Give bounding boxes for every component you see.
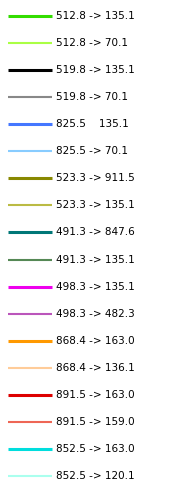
Text: 825.5    135.1: 825.5 135.1	[56, 119, 129, 129]
Text: 868.4 -> 163.0: 868.4 -> 163.0	[56, 336, 135, 346]
Text: 891.5 -> 163.0: 891.5 -> 163.0	[56, 390, 135, 400]
Text: 491.3 -> 847.6: 491.3 -> 847.6	[56, 227, 135, 238]
Text: 852.5 -> 120.1: 852.5 -> 120.1	[56, 471, 135, 481]
Text: 519.8 -> 135.1: 519.8 -> 135.1	[56, 65, 135, 75]
Text: 498.3 -> 135.1: 498.3 -> 135.1	[56, 281, 135, 292]
Text: 868.4 -> 136.1: 868.4 -> 136.1	[56, 363, 135, 373]
Text: 512.8 -> 135.1: 512.8 -> 135.1	[56, 11, 135, 21]
Text: 523.3 -> 911.5: 523.3 -> 911.5	[56, 174, 135, 183]
Text: 512.8 -> 70.1: 512.8 -> 70.1	[56, 38, 128, 48]
Text: 891.5 -> 159.0: 891.5 -> 159.0	[56, 417, 135, 427]
Text: 825.5 -> 70.1: 825.5 -> 70.1	[56, 146, 128, 156]
Text: 498.3 -> 482.3: 498.3 -> 482.3	[56, 309, 135, 319]
Text: 523.3 -> 135.1: 523.3 -> 135.1	[56, 200, 135, 210]
Text: 852.5 -> 163.0: 852.5 -> 163.0	[56, 444, 135, 454]
Text: 519.8 -> 70.1: 519.8 -> 70.1	[56, 92, 128, 102]
Text: 491.3 -> 135.1: 491.3 -> 135.1	[56, 255, 135, 264]
